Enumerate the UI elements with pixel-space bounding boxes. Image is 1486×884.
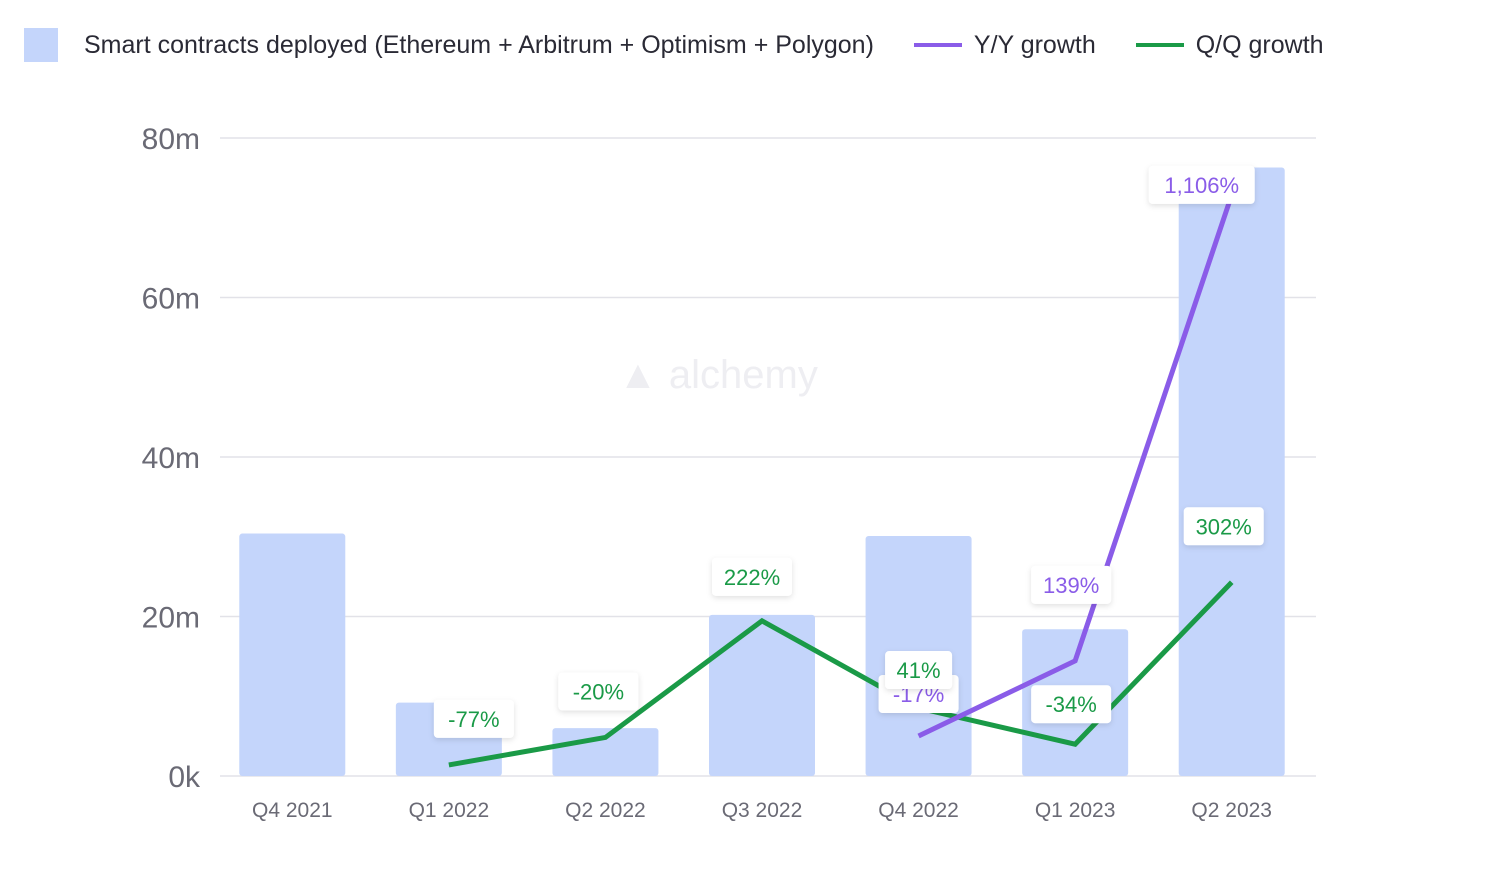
x-tick-label: Q3 2022 [722, 799, 803, 822]
data-label: 139% [1031, 565, 1112, 604]
legend-swatch-bars [24, 28, 58, 62]
data-label-box [1148, 165, 1255, 204]
y-tick-label: 0k [168, 761, 201, 794]
legend-label-yy: Y/Y growth [973, 30, 1096, 59]
legend: Smart contracts deployed (Ethereum + Arb… [24, 28, 1324, 62]
data-label-text: 41% [897, 658, 941, 683]
watermark-logo: ▲ alchemy [618, 353, 818, 397]
legend-swatch-yy [913, 43, 962, 47]
y-tick-label: 40m [142, 442, 200, 475]
data-label: 1,106% [1148, 165, 1255, 204]
bar [709, 614, 815, 776]
bar [1178, 167, 1285, 776]
data-label-text: 302% [1196, 514, 1252, 539]
x-tick-label: Q1 2022 [409, 799, 490, 822]
yy-growth-line [917, 194, 1235, 739]
y-tick-label: 20m [142, 602, 200, 635]
data-label: -77% [433, 699, 514, 738]
x-tick-label: Q1 2023 [1035, 799, 1116, 822]
data-label: 41% [885, 651, 953, 690]
data-label: -34% [1031, 685, 1112, 724]
legend-label-bars: Smart contracts deployed (Ethereum + Arb… [84, 30, 874, 59]
data-label-text: 222% [724, 565, 780, 590]
x-tick-label: Q2 2022 [565, 799, 646, 822]
data-label-text: 139% [1043, 573, 1099, 598]
data-label-box [433, 699, 514, 738]
data-label-text: -77% [448, 707, 499, 732]
data-label: 222% [712, 557, 792, 596]
data-label-box [712, 557, 792, 596]
data-label-box [1183, 507, 1264, 546]
data-label-box [885, 651, 953, 690]
data-label-box [1031, 685, 1112, 724]
bar [239, 533, 346, 776]
data-label-text: 1,106% [1164, 173, 1239, 198]
x-tick-label: Q4 2021 [252, 799, 333, 822]
legend-label-qq: Q/Q growth [1195, 30, 1324, 59]
y-tick-label: 60m [142, 283, 200, 316]
data-label: 302% [1183, 507, 1264, 546]
data-label-text: -34% [1045, 692, 1096, 717]
data-label-box [1031, 565, 1112, 604]
data-label-box [558, 672, 639, 711]
x-tick-label: Q4 2022 [878, 799, 959, 822]
y-tick-label: 80m [142, 123, 200, 156]
data-label: -20% [558, 672, 639, 711]
legend-swatch-qq [1135, 43, 1184, 47]
x-tick-label: Q2 2023 [1191, 799, 1272, 822]
data-label-text: -20% [573, 679, 624, 704]
